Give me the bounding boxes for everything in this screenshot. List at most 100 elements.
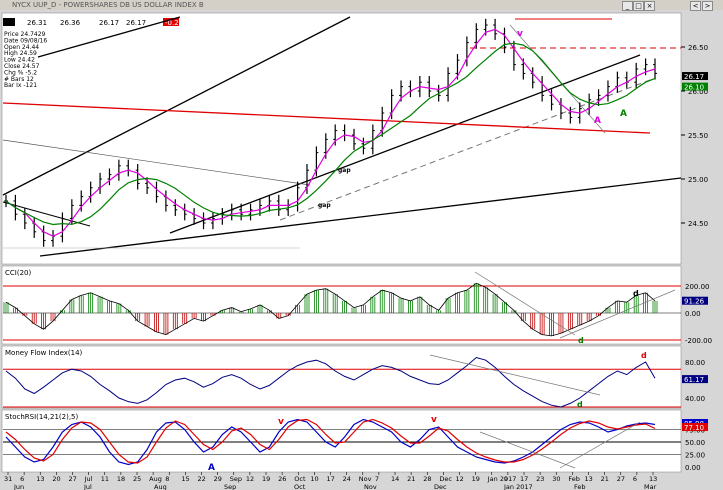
close-button[interactable]: × — [644, 1, 655, 11]
short-down-line — [2, 201, 91, 227]
time-tick-label: 30 — [552, 475, 560, 483]
info-row: Date 09/08/16 — [4, 37, 47, 44]
cci-tick-label: 200.00 — [685, 283, 710, 291]
cci-last-label: 91.26 — [684, 298, 705, 306]
minimize-button[interactable]: _ — [622, 1, 633, 11]
time-tick-label: 13 — [649, 475, 657, 483]
time-tick-label: Aug — [149, 475, 162, 483]
info-row: Chg % -5.2 — [4, 69, 37, 76]
month-label: Jan 2017 — [503, 483, 533, 490]
time-tick-label: 19 — [472, 475, 480, 483]
red-trend-line — [2, 102, 651, 134]
month-label: Feb — [574, 483, 586, 490]
time-tick-label: Oct — [294, 475, 306, 483]
time-tick-label: 14 — [391, 475, 399, 483]
slow-ma-line — [5, 42, 656, 226]
stoch-line — [5, 418, 656, 464]
time-tick-label: 20 — [52, 475, 60, 483]
quote-change-badge — [163, 18, 179, 26]
maximize-button[interactable]: □ — [633, 1, 644, 11]
stoch-annotation: A — [208, 463, 215, 473]
scroll-right-button[interactable]: > — [702, 1, 713, 11]
quote-change: -0.23 — [165, 19, 183, 27]
price-tick-label: 25.50 — [688, 132, 708, 140]
month-label: Nov — [364, 483, 377, 490]
window-title: NYCX UUP_D - POWERSHARES DB US DOLLAR IN… — [12, 1, 204, 9]
quote-bar: 26.31 26.36 26.17 26.17 -0.23 — [3, 18, 183, 27]
quote-close: 26.17 — [126, 19, 146, 27]
lower-support-line — [39, 177, 682, 257]
cci-tick-label: 0.00 — [685, 310, 701, 318]
symbol-icon — [3, 18, 15, 26]
quote-low: 26.17 — [99, 19, 119, 27]
price-annotation: A — [594, 116, 601, 126]
time-tick-label: 31 — [4, 475, 12, 483]
time-axis: 31 6 13 20 27 Jul 11 18 25 Aug 8 15 22 29 Sep 12 19 26 Oct… — [4, 472, 657, 490]
time-tick-label: 28 — [423, 475, 431, 483]
info-row: High 24.59 — [4, 50, 37, 57]
stoch-annotation: v — [278, 417, 284, 427]
price-annotation: v — [517, 29, 523, 39]
cci-pane — [1, 265, 682, 345]
quote-high: 26.36 — [60, 19, 81, 27]
stoch-tick-label: 25.00 — [685, 452, 705, 460]
time-tick-label: Dec — [439, 475, 452, 483]
last-price-label: 26.10 — [684, 84, 704, 92]
mfi-line — [5, 356, 656, 408]
stoch-trend-line — [479, 431, 576, 469]
stoch-tick-label: 50.00 — [685, 439, 705, 447]
last-price-badge — [682, 82, 708, 91]
time-tick-label: Feb — [568, 475, 580, 483]
cci-trend-line — [559, 289, 676, 339]
mfi-annotation: d — [641, 351, 647, 360]
info-row: Price 24.7429 — [4, 31, 46, 38]
scroll-left-button[interactable]: < — [690, 1, 701, 11]
time-tick-label: 27 — [617, 475, 625, 483]
mfi-title: Money Flow Index(14) — [5, 349, 83, 357]
time-tick-label: Sep — [230, 475, 242, 483]
time-tick-label: 8 — [165, 475, 169, 483]
time-tick-label: 21 — [407, 475, 415, 483]
cci-trend-line — [474, 271, 576, 336]
time-tick-label: 17 — [327, 475, 335, 483]
price-tick-label: 26.00 — [688, 88, 708, 96]
cci-annotation: d — [633, 289, 639, 298]
time-tick-label: 21 — [601, 475, 609, 483]
trend-lines — [2, 16, 682, 257]
price-pane — [1, 12, 682, 265]
time-tick-label: 26 — [278, 475, 286, 483]
time-tick-label: 6 — [20, 475, 24, 483]
cci-title: CCI(20) — [5, 269, 31, 277]
info-row: # Bars 12 — [4, 76, 34, 83]
time-tick-label: 29 — [214, 475, 222, 483]
info-row: Low 24.42 — [4, 57, 35, 64]
stoch-tick-label: 0.00 — [685, 464, 701, 472]
time-tick-label: 12 — [246, 475, 254, 483]
quote-open: 26.31 — [27, 19, 47, 27]
price-annotation: gap — [318, 202, 331, 209]
time-tick-label: 27 — [69, 475, 77, 483]
time-tick-label: 22 — [198, 475, 206, 483]
stoch-last-badge — [682, 423, 708, 431]
cci-annotation: d — [578, 336, 584, 345]
price-tick-label: 26.50 — [688, 44, 708, 52]
time-tick-label: 9 — [504, 475, 508, 483]
price-series: gap gap v A A — [4, 18, 657, 247]
time-tick-label: 23 — [536, 475, 544, 483]
mfi-last-label: 61.17 — [684, 376, 704, 384]
mfi-trend-line — [429, 354, 601, 396]
mfi-pane — [1, 345, 682, 409]
cci-line — [5, 282, 656, 337]
time-tick-label: 10 — [310, 475, 318, 483]
month-label: Jun — [13, 483, 24, 490]
title-bar: NYCX UUP_D - POWERSHARES DB US DOLLAR IN… — [0, 0, 723, 11]
cci-tick-label: -200.00 — [685, 337, 712, 345]
price-annotation: A — [620, 109, 627, 119]
mfi-last-badge — [682, 375, 708, 384]
time-tick-label: 13 — [36, 475, 44, 483]
time-tick-label: 13 — [585, 475, 593, 483]
stoch-annotation: v — [431, 415, 437, 425]
